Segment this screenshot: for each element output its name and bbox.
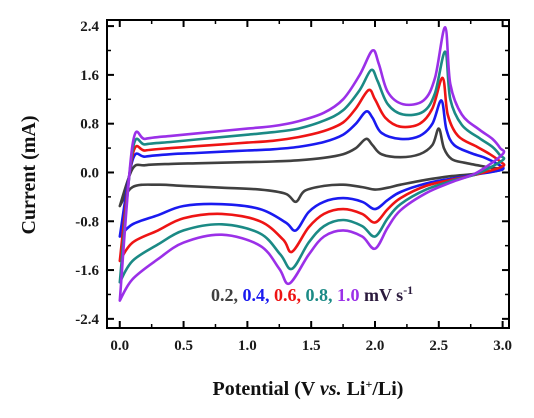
cv-curve-0-4 — [118, 99, 505, 238]
y-tick-label: 1.6 — [80, 68, 99, 84]
x-tick-label: 0.5 — [174, 338, 193, 354]
legend-unit-sup: -1 — [403, 283, 413, 297]
cv-curve-0-8 — [118, 50, 506, 284]
cv-curve-0-2 — [118, 127, 505, 208]
tick-labels: 0.0 0.5 1.0 1.5 2.0 2.5 3.0 -2.4 -1.6 -0.8 0.0 0.8 1… — [75, 19, 512, 354]
x-axis-title: Potential (V vs. Li+/Li) — [213, 377, 404, 400]
x-tick-label: 3.0 — [493, 338, 512, 354]
cv-curve-0-6 — [118, 76, 506, 263]
x-tick-label: 1.0 — [238, 338, 257, 354]
y-tick-label: -0.8 — [75, 214, 99, 230]
y-tick-label: 2.4 — [80, 19, 99, 35]
x-tick-label: 2.0 — [366, 338, 385, 354]
y-axis-title: Current (mA) — [18, 115, 40, 234]
legend-entry: 0.4, — [243, 285, 275, 305]
legend-entry: 0.8, — [306, 285, 338, 305]
legend: 0.2, 0.4, 0.6, 0.8, 1.0 mV s-1 — [211, 283, 413, 305]
axis-ticks — [107, 20, 509, 328]
cv-curves — [118, 25, 506, 302]
plot-frame — [106, 19, 510, 329]
y-tick-label: -2.4 — [75, 312, 99, 328]
cv-curve-1-0 — [118, 25, 506, 302]
x-tick-label: 2.5 — [429, 338, 448, 354]
legend-unit: mV s — [364, 285, 403, 305]
legend-entry: 0.2, — [211, 285, 243, 305]
y-tick-label: 0.8 — [80, 117, 99, 133]
legend-entry: 1.0 — [337, 285, 364, 305]
x-tick-label: 1.5 — [302, 338, 321, 354]
y-tick-label: 0.0 — [80, 165, 99, 181]
y-tick-label: -1.6 — [75, 263, 99, 279]
legend-entry: 0.6, — [274, 285, 306, 305]
x-tick-label: 0.0 — [110, 338, 129, 354]
